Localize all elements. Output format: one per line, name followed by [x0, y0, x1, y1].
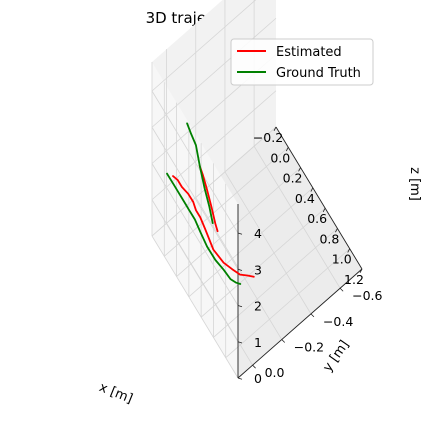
x-tick-label: 1.0 [332, 252, 352, 267]
grid-line-z-back [151, 127, 239, 270]
x-axis-label: x [m] [97, 380, 135, 407]
z-tick-label: 0 [254, 371, 262, 386]
x-tick-label-mark [347, 248, 351, 253]
x-tick-label-mark [273, 126, 277, 131]
series-line-ground-truth [166, 172, 242, 285]
tick-labels: −0.2 0.0 0.2 0.4 0.6 0.8 1.0 1.2−0.6 −0.4 −0.2 0.0… [237, 126, 383, 386]
grid-line-x-floor [164, 146, 289, 257]
grid-line-y-floor [224, 171, 312, 315]
grid-line-z-back [151, 163, 239, 306]
grid-line-x-floor [176, 167, 301, 277]
grid-line-y-floor [195, 197, 283, 340]
y-axis-line [237, 268, 363, 379]
series-line-estimated [172, 175, 255, 278]
y-tick-label: 0.0 [265, 365, 285, 380]
y-tick-label-mark [339, 287, 344, 292]
y-tick-label: −0.2 [294, 340, 324, 355]
grid-line-z-back [151, 90, 239, 234]
x-tick-label-mark [310, 187, 314, 192]
grid-line-x-floor [188, 187, 314, 298]
x-tick-label: 1.2 [344, 272, 364, 287]
grid-line-y-floor [253, 146, 341, 289]
z-tick-label-mark [237, 268, 243, 271]
x-tick-label: 0.2 [283, 171, 303, 186]
y-tick-label: −0.4 [323, 314, 353, 329]
y-tick-label: −0.6 [352, 288, 382, 303]
z-tick-label: 2 [254, 299, 262, 314]
z-tick-label: 4 [254, 226, 262, 241]
grid-line-z-left [151, 0, 257, 92]
x-tick-label-mark [322, 207, 326, 213]
x-tick-label: 0.8 [319, 231, 339, 246]
legend: Estimated Ground Truth [230, 38, 374, 86]
x-tick-label: 0.0 [270, 150, 290, 165]
y-tick-label-mark [310, 313, 315, 318]
y-axis-label: y [m] [320, 338, 352, 375]
z-tick-label-mark [237, 377, 243, 380]
z-axis-label: z [m] [407, 167, 422, 201]
grid-line-x-floor [225, 248, 350, 359]
grid-line-x-floor [213, 228, 338, 338]
x-tick-label: 0.6 [307, 211, 327, 226]
x-tick-label-mark [335, 228, 338, 233]
legend-label-ground-truth: Ground Truth [276, 66, 361, 81]
x-axis-line [275, 126, 363, 270]
legend-label-estimated: Estimated [276, 45, 342, 60]
grid-line-z-left [151, 17, 277, 128]
grid-line-z-back [151, 235, 239, 379]
y-tick-label-mark [252, 364, 256, 369]
z-tick-label: 1 [254, 335, 262, 350]
z-tick-label: 3 [254, 262, 262, 277]
grid-line-x-floor [200, 207, 326, 318]
grid-line-z-left [151, 126, 277, 237]
series-line-ground-truth-segment-2 [186, 122, 214, 225]
x-tick-label-mark [359, 268, 363, 273]
z-tick-label-mark [237, 232, 243, 235]
x-tick-label: 0.4 [295, 191, 315, 206]
x-tick-label-mark [285, 147, 289, 152]
z-tick-label-mark [237, 341, 243, 344]
legend-frame [230, 38, 374, 86]
grid-line-z-back [151, 199, 239, 342]
z-tick-label-mark [237, 305, 243, 308]
data-series [166, 122, 255, 285]
y-tick-label-mark [281, 339, 286, 343]
x-tick-label: −0.2 [253, 130, 283, 145]
x-tick-label-mark [298, 167, 301, 172]
